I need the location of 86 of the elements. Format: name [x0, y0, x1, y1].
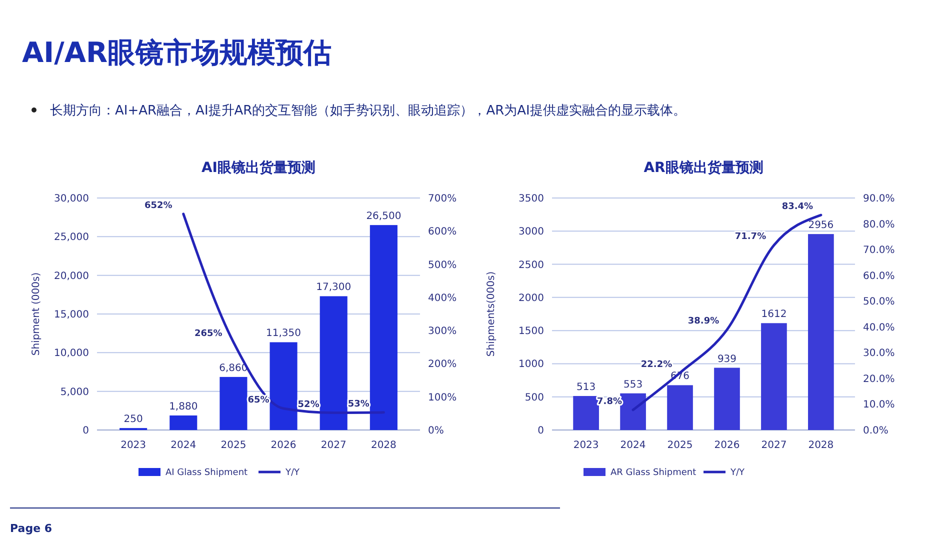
x-tick-label: 2027	[761, 440, 787, 451]
x-tick-label: 2025	[667, 440, 693, 451]
bar	[808, 234, 834, 430]
y-tick-label: 5,000	[60, 386, 89, 398]
bar	[320, 296, 348, 430]
x-tick-label: 2027	[320, 440, 346, 451]
data-label: 265%	[194, 329, 222, 340]
y-tick-label: 30,000	[54, 194, 89, 204]
y-tick-label: 25,000	[54, 232, 89, 244]
bar	[573, 396, 599, 430]
y2-tick-label: 400%	[428, 292, 457, 304]
bar	[667, 385, 693, 430]
y2-tick-label: 70.0%	[863, 245, 895, 256]
data-label: 553	[623, 379, 643, 390]
x-tick-label: 2026	[270, 440, 296, 451]
legend-label: Y/Y	[284, 468, 300, 478]
data-label: 11,350	[266, 328, 302, 340]
y-tick-label: 2500	[518, 260, 544, 271]
data-label: 83.4%	[782, 202, 814, 212]
data-label: 38.9%	[688, 316, 720, 327]
y-tick-label: 10,000	[54, 348, 89, 360]
data-label: 53%	[348, 399, 370, 410]
data-label: 26,500	[366, 211, 402, 222]
y-tick-label: 3000	[518, 226, 544, 238]
bar	[270, 342, 298, 430]
bar	[761, 323, 787, 430]
y2-tick-label: 20.0%	[863, 374, 895, 385]
y2-tick-label: 0%	[428, 426, 444, 436]
y-tick-label: 500	[524, 392, 544, 404]
data-label: 513	[576, 382, 596, 393]
y-tick-label: 0	[82, 426, 89, 436]
x-tick-label: 2023	[573, 440, 599, 451]
y2-tick-label: 10.0%	[863, 400, 895, 411]
data-label: 65%	[248, 395, 270, 406]
data-label: 71.7%	[734, 232, 766, 242]
y-tick-label: 2000	[518, 292, 544, 304]
y2-tick-label: 60.0%	[863, 270, 895, 282]
y-tick-label: 3500	[518, 194, 544, 204]
data-label: 52%	[298, 400, 320, 410]
y-tick-label: 1000	[518, 359, 544, 370]
data-label: 1,880	[169, 401, 198, 412]
y2-tick-label: 600%	[428, 226, 457, 238]
chart-title: AR眼镜出货量预测	[644, 159, 764, 176]
y-tick-label: 20,000	[54, 270, 89, 282]
y-tick-label: 0	[538, 426, 544, 436]
y-tick-label: 15,000	[54, 310, 89, 320]
y2-tick-label: 90.0%	[863, 194, 895, 204]
data-label: 17,300	[316, 282, 352, 294]
y2-tick-label: 200%	[428, 359, 457, 370]
chart-title: AI眼镜出货量预测	[201, 159, 316, 176]
legend-label: AR Glass Shipment	[610, 468, 697, 478]
bar	[620, 393, 646, 430]
x-tick-label: 2023	[120, 440, 146, 451]
x-tick-label: 2024	[620, 440, 646, 451]
y2-tick-label: 100%	[428, 392, 457, 404]
y2-tick-label: 40.0%	[863, 322, 895, 334]
x-tick-label: 2025	[220, 440, 246, 451]
bar	[714, 368, 740, 430]
bar	[170, 415, 198, 430]
y2-tick-label: 30.0%	[863, 348, 895, 360]
legend-label: AI Glass Shipment	[166, 468, 248, 478]
text: AI/AR眼镜市场规模预估	[22, 36, 332, 69]
y2-tick-label: 500%	[428, 260, 457, 271]
y-axis-title: Shipments(000s)	[486, 271, 497, 357]
legend-label: Y/Y	[730, 468, 746, 478]
data-label: 22.2%	[640, 360, 672, 370]
bar	[370, 225, 398, 430]
data-label: 250	[124, 414, 143, 426]
x-tick-label: 2026	[714, 440, 740, 451]
x-tick-label: 2024	[170, 440, 196, 451]
text: Page 6	[10, 522, 52, 535]
y2-tick-label: 300%	[428, 326, 457, 338]
y2-tick-label: 80.0%	[863, 219, 895, 230]
y-tick-label: 1500	[518, 326, 544, 338]
x-tick-label: 2028	[808, 440, 834, 451]
y2-tick-label: 0.0%	[863, 426, 888, 436]
x-tick-label: 2028	[370, 440, 396, 451]
y2-tick-label: 700%	[428, 194, 457, 204]
y-axis-title: Shipment (000s)	[31, 272, 42, 356]
data-label: 1612	[761, 309, 787, 320]
text: 长期方向：AI+AR融合，AI提升AR的交互智能（如手势识别、眼动追踪），AR为AI提供虚实融合的显示载体。	[50, 102, 686, 119]
bar	[220, 376, 248, 430]
data-label: 2956	[808, 220, 834, 232]
data-label: 939	[717, 354, 737, 365]
y2-tick-label: 50.0%	[863, 296, 895, 308]
data-label: 652%	[144, 200, 172, 211]
